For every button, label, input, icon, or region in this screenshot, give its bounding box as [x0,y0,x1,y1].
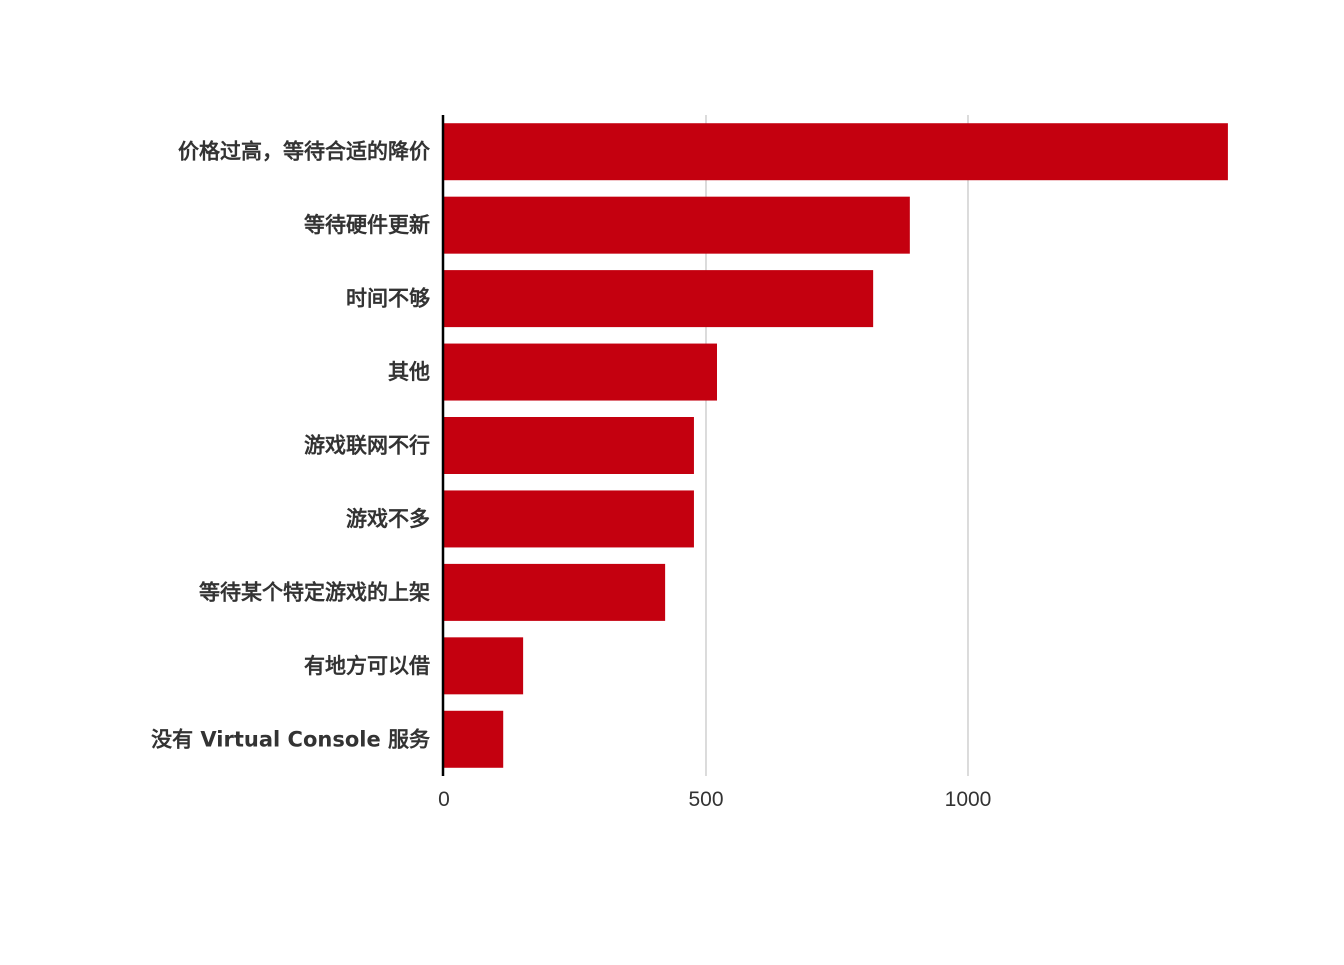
x-tick-label: 1000 [945,788,992,811]
category-label: 有地方可以借 [304,654,430,678]
bar [444,196,910,254]
bar [444,343,718,401]
x-tick-label: 0 [438,788,450,811]
category-label: 价格过高，等待合适的降价 [178,140,431,164]
category-label: 游戏不多 [346,507,430,531]
category-label: 时间不够 [346,287,430,311]
category-label: 没有 Virtual Console 服务 [151,727,431,751]
bar [444,270,874,328]
bar [444,637,524,695]
category-label: 等待硬件更新 [304,213,430,237]
bar [444,563,666,621]
category-label: 其他 [388,360,430,384]
bar [444,417,694,474]
bar [444,490,694,548]
bar [444,123,1228,181]
bar [444,710,504,768]
category-label: 等待某个特定游戏的上架 [199,580,430,604]
x-tick-label: 500 [688,788,723,811]
category-label: 游戏联网不行 [304,434,430,458]
